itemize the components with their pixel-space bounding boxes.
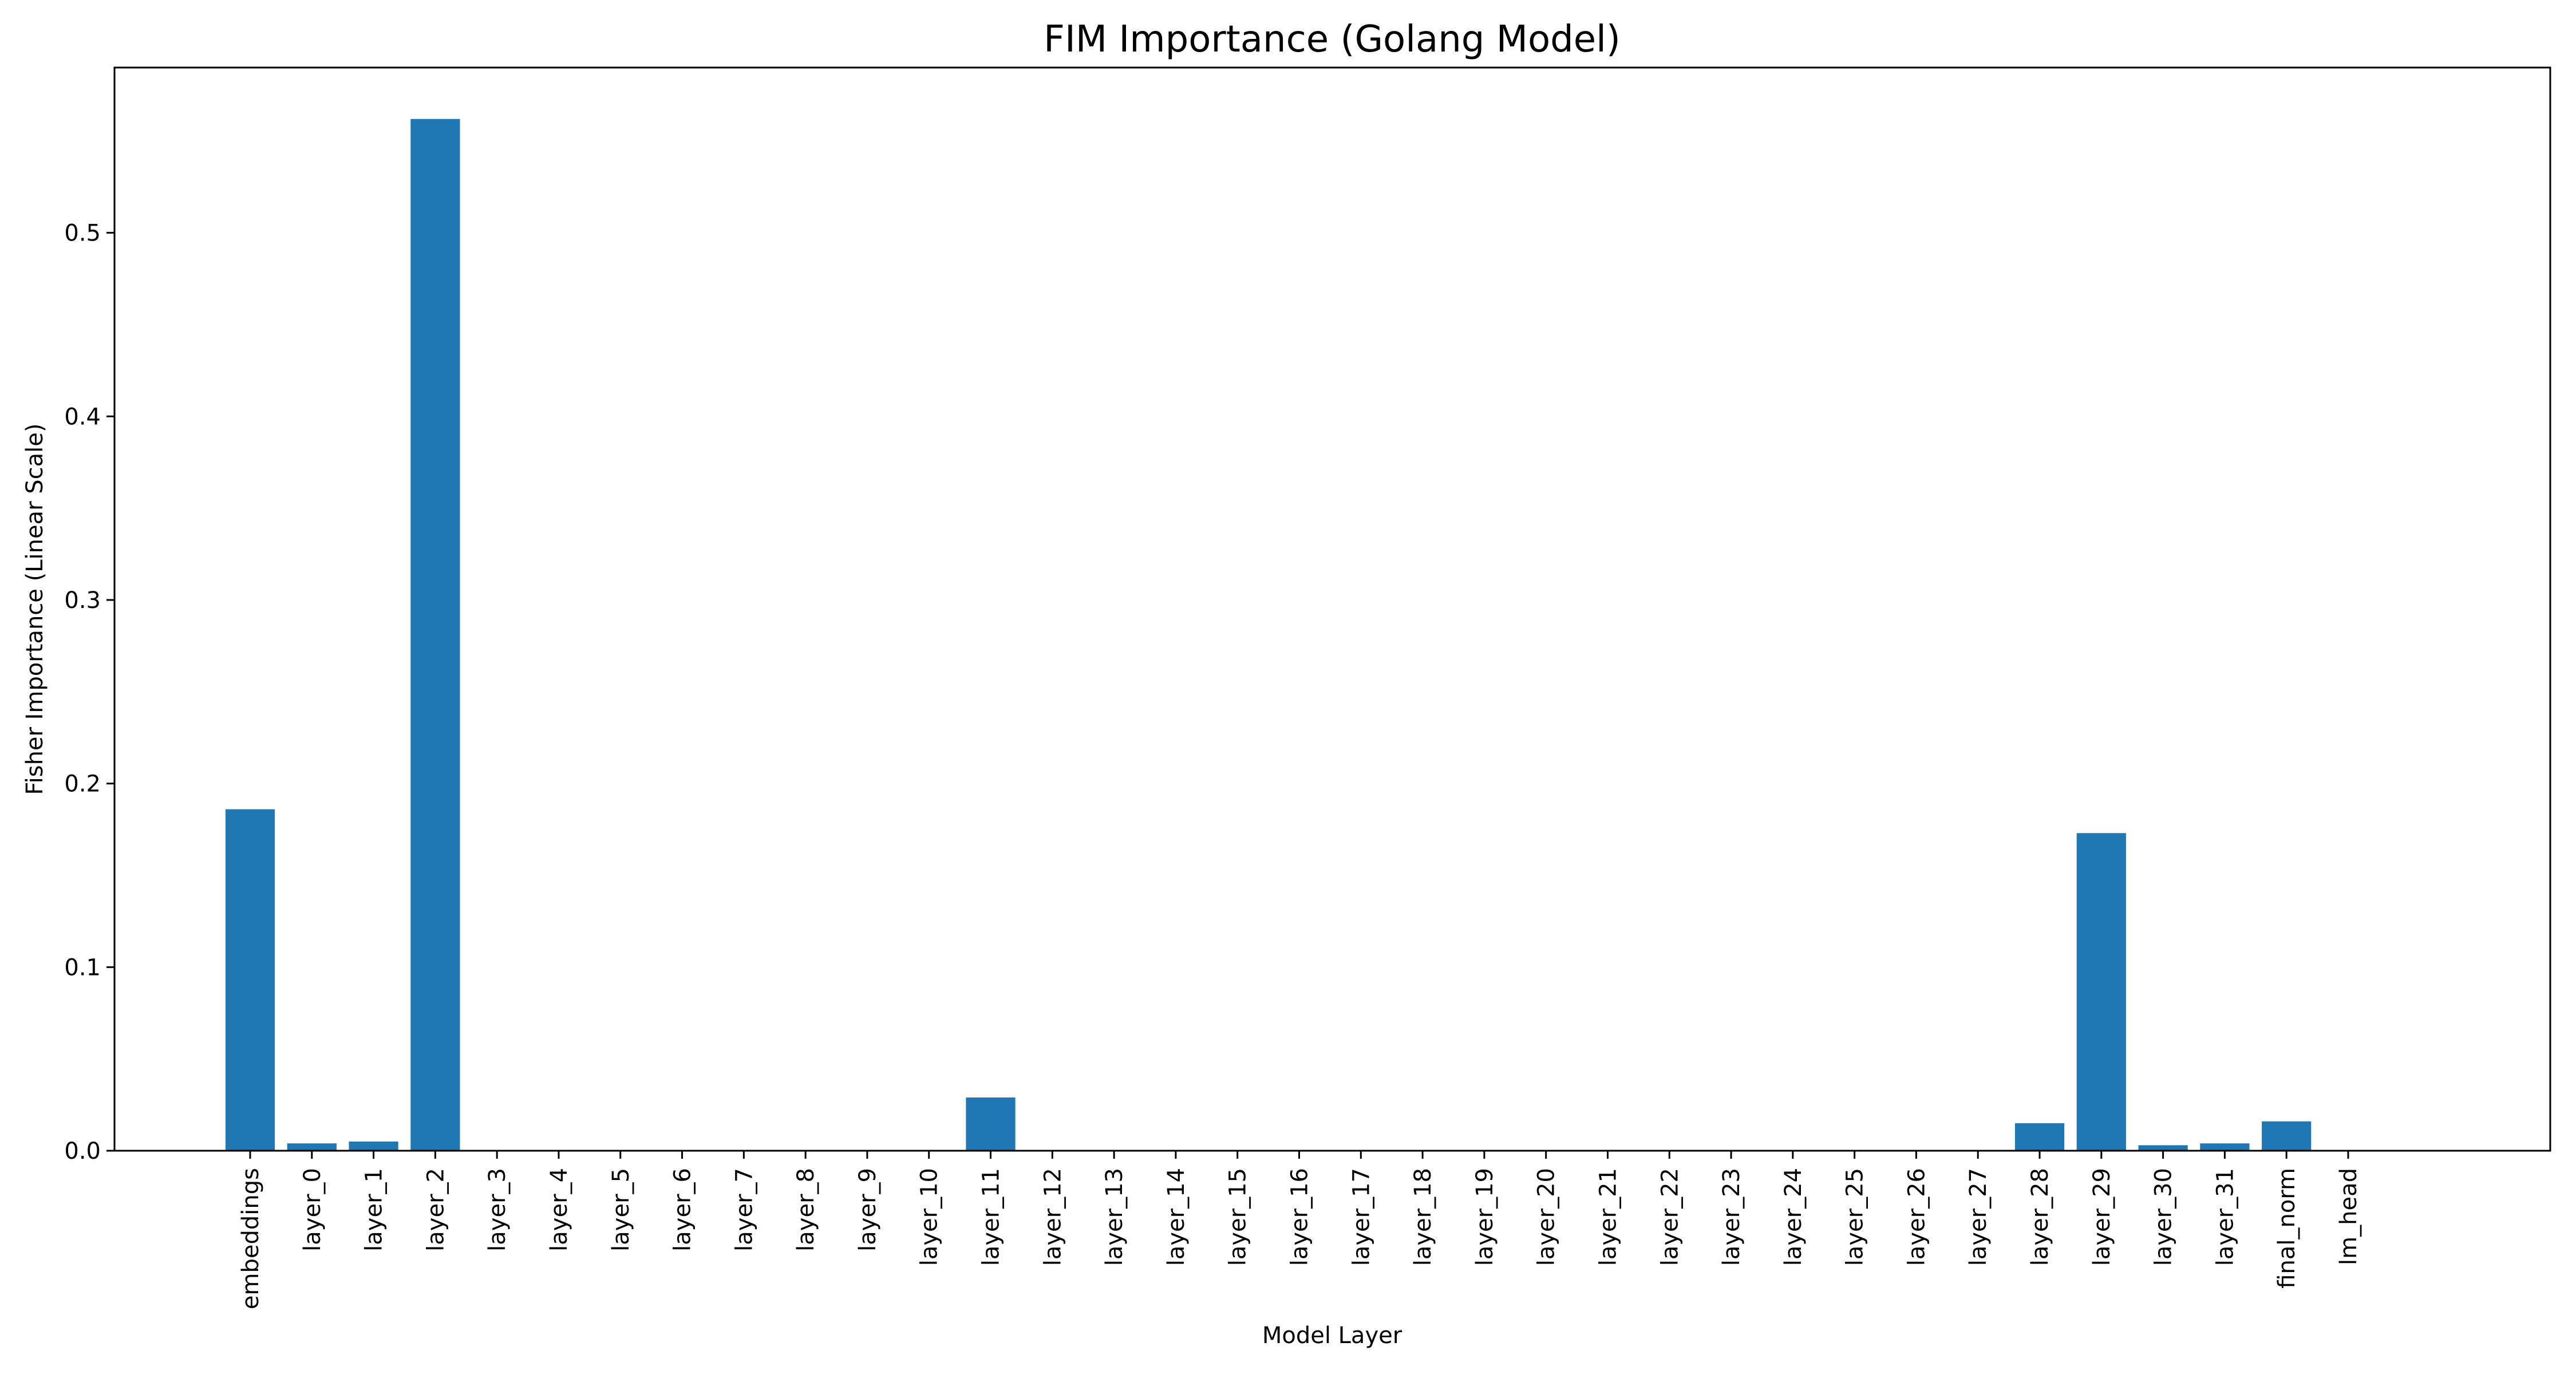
x-tick-label: lm_head xyxy=(2336,1168,2362,1265)
x-tick-label: layer_30 xyxy=(2151,1168,2177,1266)
bar-layer-28 xyxy=(2014,1123,2065,1151)
y-tick-label: 0.4 xyxy=(64,404,101,430)
bar-final-norm xyxy=(2262,1121,2312,1151)
x-tick-label: layer_1 xyxy=(361,1168,388,1251)
x-tick-label: layer_18 xyxy=(1410,1168,1436,1266)
x-tick-label: layer_2 xyxy=(422,1168,449,1251)
bar-layer-0 xyxy=(287,1143,337,1151)
x-tick-label: layer_27 xyxy=(1965,1168,1992,1266)
x-axis-title: Model Layer xyxy=(1262,1322,1402,1349)
x-tick-label: layer_4 xyxy=(546,1168,572,1251)
x-tick-label: layer_6 xyxy=(670,1168,696,1251)
x-tick-label: layer_9 xyxy=(855,1168,881,1251)
y-axis: 0.0 0.1 0.2 0.3 0.4 0.5 xyxy=(64,220,114,1164)
x-tick-label: layer_31 xyxy=(2212,1168,2238,1266)
x-tick-label: layer_23 xyxy=(1718,1168,1745,1266)
y-tick-label: 0.0 xyxy=(64,1138,101,1164)
x-tick-label: embeddings xyxy=(238,1168,264,1309)
x-tick-label: layer_21 xyxy=(1595,1168,1621,1266)
chart-title: FIM Importance (Golang Model) xyxy=(1044,18,1621,61)
y-tick-label: 0.2 xyxy=(64,771,101,797)
x-tick-label: layer_22 xyxy=(1657,1168,1683,1266)
bar-layer-30 xyxy=(2138,1145,2188,1151)
plot-frame xyxy=(113,66,2551,1152)
x-tick-label: layer_29 xyxy=(2089,1168,2115,1266)
x-tick-label: layer_17 xyxy=(1348,1168,1374,1266)
x-tick-label: final_norm xyxy=(2274,1168,2300,1289)
y-axis-title: Fisher Importance (Linear Scale) xyxy=(22,424,48,795)
x-tick-label: layer_12 xyxy=(1040,1168,1066,1266)
x-tick-label: layer_3 xyxy=(484,1168,511,1251)
bar-layer-2 xyxy=(410,119,460,1151)
bar-layer-11 xyxy=(966,1097,1016,1151)
x-tick-label: layer_28 xyxy=(2027,1168,2053,1266)
x-tick-label: layer_19 xyxy=(1472,1168,1498,1266)
x-tick-label: layer_16 xyxy=(1287,1168,1313,1266)
x-tick-label: layer_15 xyxy=(1225,1168,1251,1266)
y-tick-label: 0.1 xyxy=(64,954,101,981)
x-tick-label: layer_26 xyxy=(1903,1168,1930,1266)
x-tick-label: layer_0 xyxy=(299,1168,326,1251)
y-tick-label: 0.5 xyxy=(64,220,101,247)
x-tick-label: layer_11 xyxy=(978,1168,1005,1266)
x-tick-label: layer_5 xyxy=(608,1168,634,1251)
x-tick-label: layer_20 xyxy=(1534,1168,1560,1266)
bar-embeddings xyxy=(225,809,275,1151)
x-tick-label: layer_10 xyxy=(916,1168,943,1266)
x-tick-label: layer_25 xyxy=(1842,1168,1868,1266)
bar-layer-29 xyxy=(2076,833,2126,1151)
x-axis: embeddings layer_0 layer_1 layer_2 layer_3 la… xyxy=(238,1151,2362,1309)
x-tick-label: layer_7 xyxy=(731,1168,757,1251)
bar-layer-1 xyxy=(349,1141,398,1151)
x-tick-label: layer_14 xyxy=(1163,1168,1190,1266)
bars-group xyxy=(225,119,2312,1151)
bar-layer-31 xyxy=(2200,1143,2250,1151)
x-tick-label: layer_24 xyxy=(1780,1168,1807,1266)
y-tick-label: 0.3 xyxy=(64,587,101,614)
x-tick-label: layer_13 xyxy=(1101,1168,1128,1266)
x-tick-label: layer_8 xyxy=(793,1168,819,1251)
